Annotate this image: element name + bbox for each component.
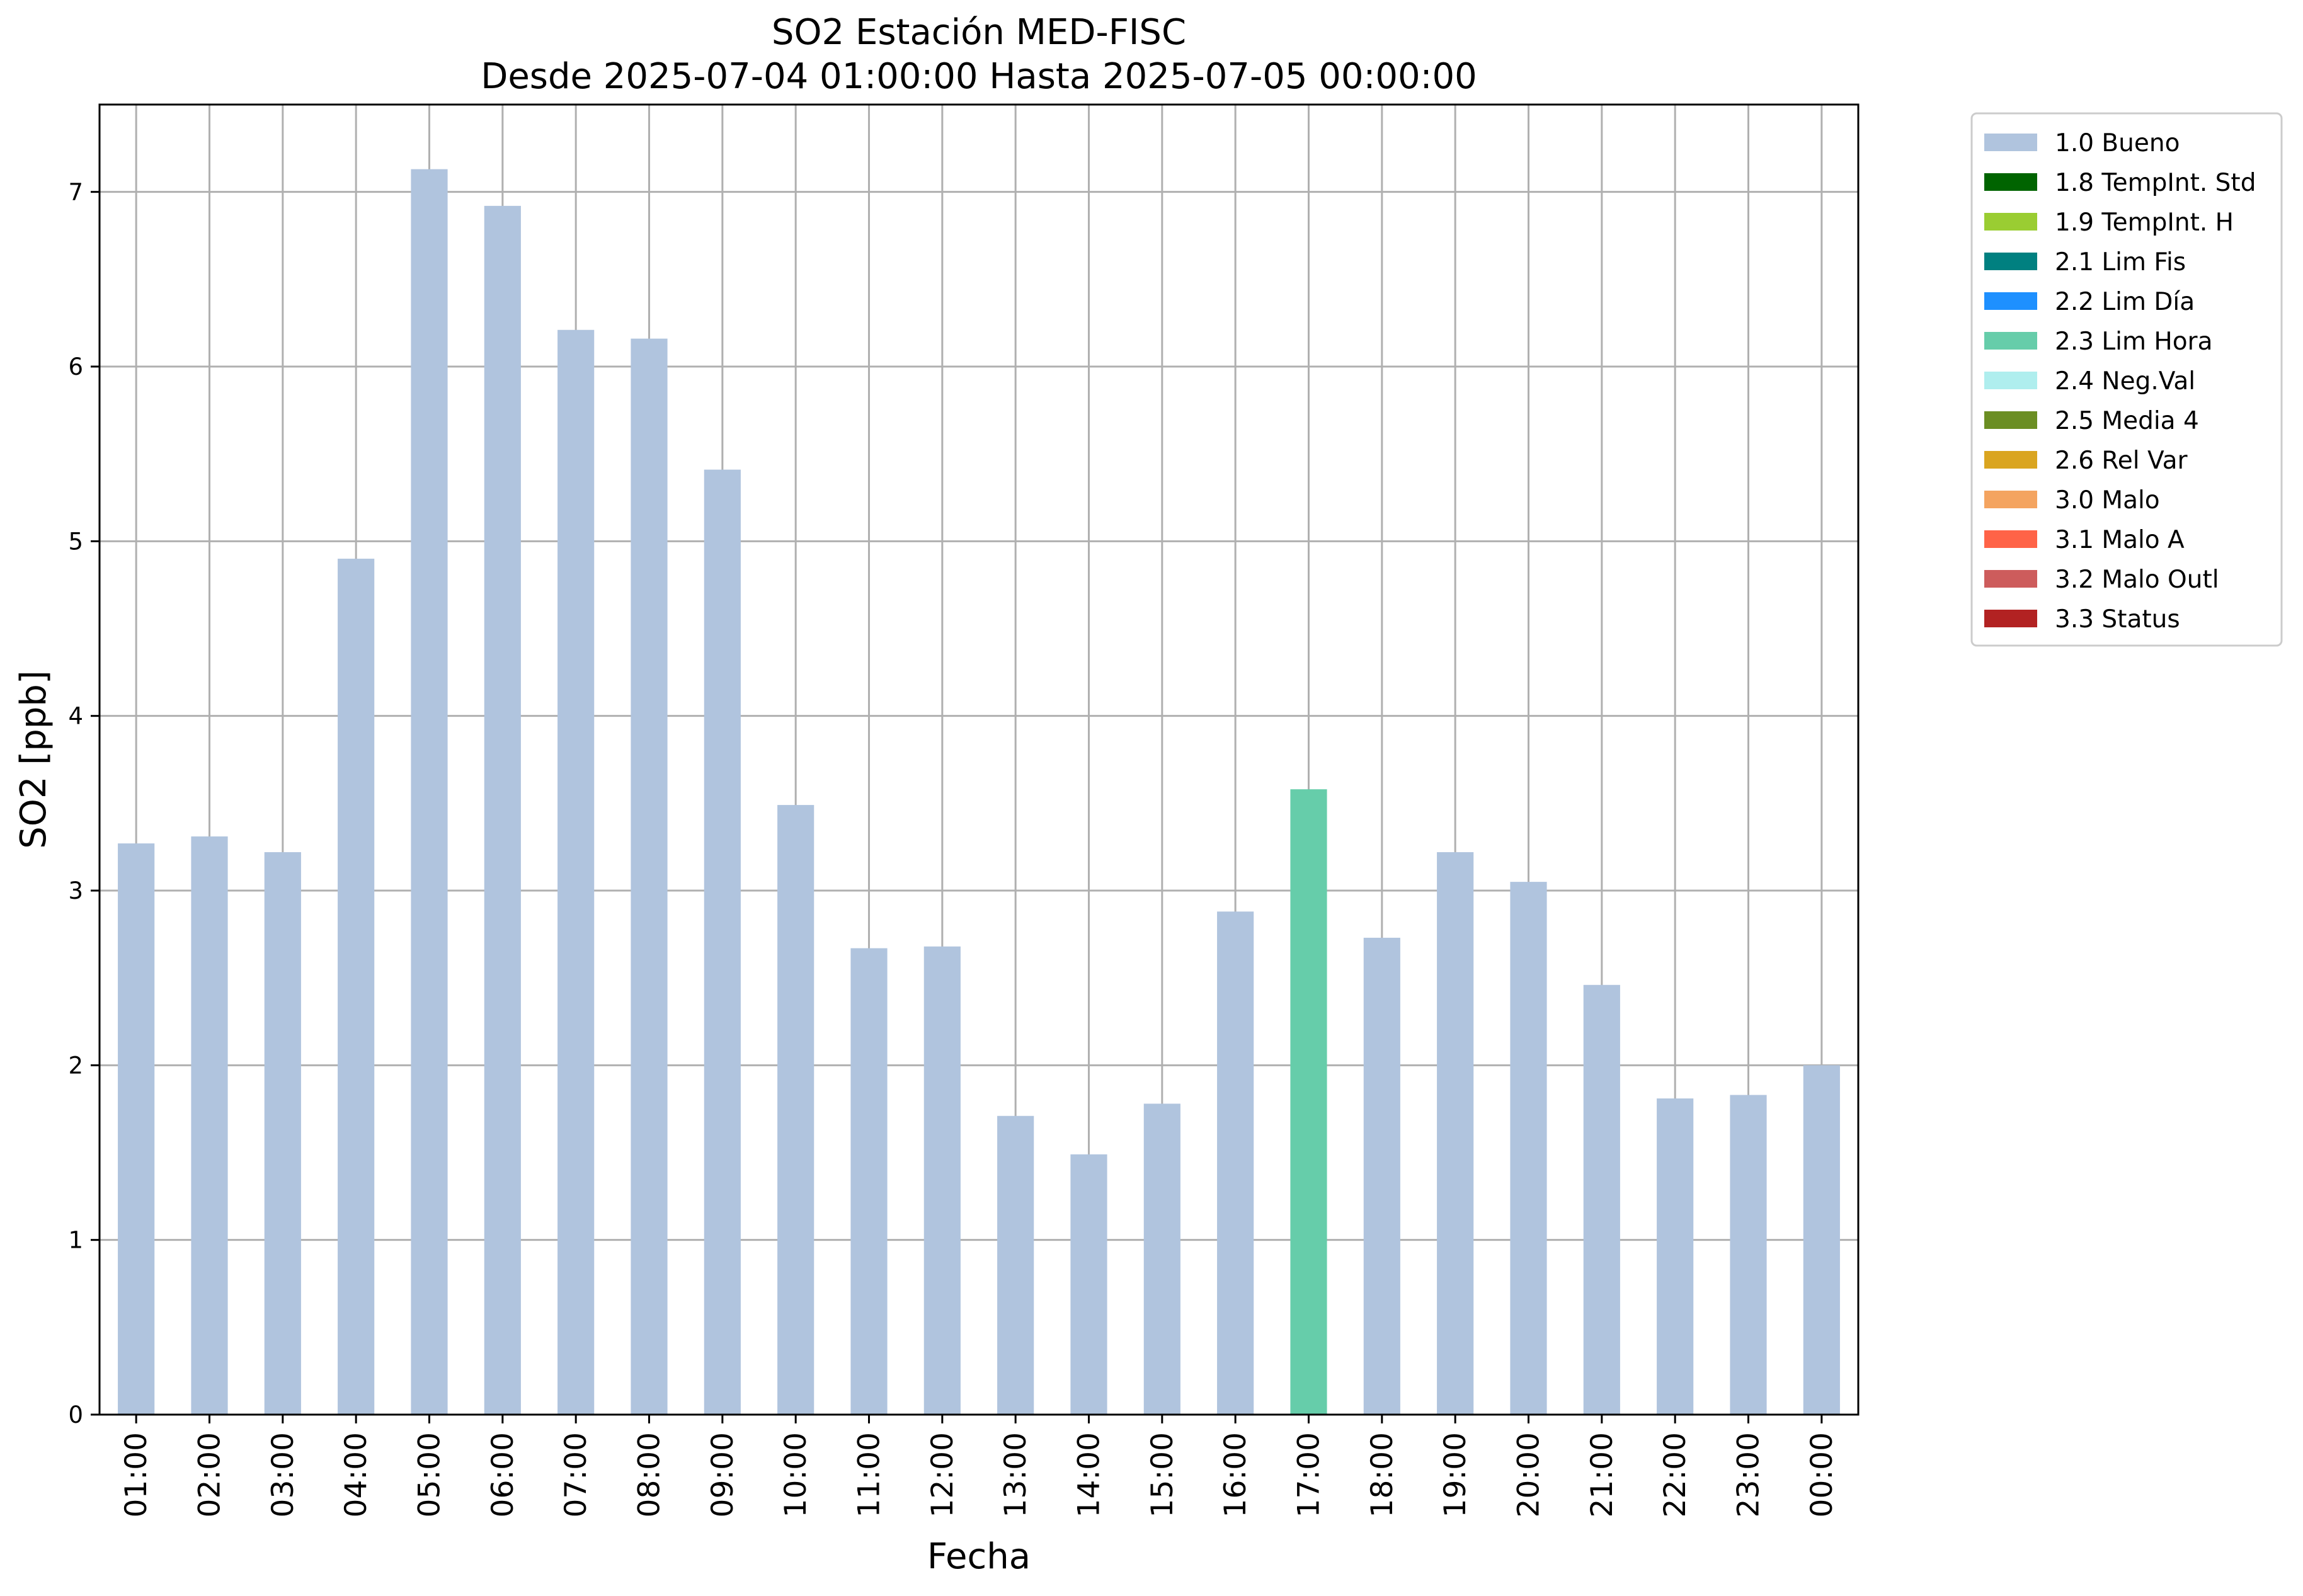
x-tick-label: 06:00 <box>486 1432 520 1517</box>
x-tick-label: 15:00 <box>1145 1432 1180 1517</box>
legend-label: 1.8 TempInt. Std <box>2055 169 2256 197</box>
legend-swatch <box>1984 213 2037 231</box>
axes: 0 1 2 3 4 5 6 7 01:00 02:00 03:00 04:00 05:00 06:00 07… <box>68 103 1860 1517</box>
legend-label: 2.1 Lim Fis <box>2055 248 2186 276</box>
bar-0100 <box>118 843 155 1415</box>
plot-frame <box>98 103 1860 1416</box>
chart-subtitle: Desde 2025-07-04 01:00:00 Hasta 2025-07-… <box>481 56 1477 97</box>
legend-swatch <box>1984 253 2037 270</box>
x-tick-label: 18:00 <box>1365 1432 1400 1517</box>
legend: 1.0 Bueno 1.8 TempInt. Std 1.9 TempInt. H 2… <box>1970 112 2283 647</box>
bar-1300 <box>997 1115 1034 1415</box>
legend-swatch <box>1984 332 2037 350</box>
bar-1100 <box>850 948 888 1415</box>
bar-1800 <box>1363 937 1400 1415</box>
bar-2200 <box>1657 1098 1694 1415</box>
bar-0400 <box>338 559 375 1415</box>
legend-label: 3.0 Malo <box>2055 486 2160 515</box>
x-tick-label: 23:00 <box>1732 1432 1766 1517</box>
legend-swatch <box>1984 173 2037 191</box>
legend-label: 3.3 Status <box>2055 605 2180 634</box>
x-tick-label: 05:00 <box>413 1432 447 1517</box>
x-tick-label: 22:00 <box>1658 1432 1693 1517</box>
y-tick-label: 1 <box>68 1227 83 1254</box>
y-tick-label: 4 <box>68 703 83 730</box>
x-tick-label: 14:00 <box>1072 1432 1107 1517</box>
x-tick-label: 08:00 <box>632 1432 667 1517</box>
bar-0500 <box>411 169 448 1415</box>
bar-2000 <box>1510 882 1547 1415</box>
legend-swatch <box>1984 292 2037 310</box>
x-tick-label: 12:00 <box>925 1432 960 1517</box>
x-tick-label: 02:00 <box>193 1432 227 1517</box>
x-tick-label: 13:00 <box>998 1432 1033 1517</box>
bar-1900 <box>1437 852 1474 1415</box>
legend-label: 1.0 Bueno <box>2055 129 2180 157</box>
y-tick-label: 0 <box>68 1401 83 1428</box>
bar-1600 <box>1217 911 1254 1415</box>
legend-label: 2.3 Lim Hora <box>2055 328 2213 356</box>
chart-title: SO2 Estación MED-FISC <box>772 12 1186 53</box>
legend-swatch <box>1984 372 2037 389</box>
legend-label: 3.2 Malo Outl <box>2055 566 2219 594</box>
y-tick-label: 3 <box>68 877 83 904</box>
legend-swatch <box>1984 411 2037 429</box>
y-tick-label: 2 <box>68 1052 83 1079</box>
x-tick-label: 11:00 <box>852 1432 887 1517</box>
x-tick-label: 00:00 <box>1805 1432 1839 1517</box>
bar-0300 <box>264 852 301 1415</box>
legend-box <box>1970 112 2283 647</box>
legend-swatch <box>1984 570 2037 588</box>
x-tick-label: 19:00 <box>1438 1432 1473 1517</box>
x-tick-label: 16:00 <box>1218 1432 1253 1517</box>
legend-label: 2.6 Rel Var <box>2055 447 2188 475</box>
bar-2300 <box>1730 1095 1767 1415</box>
bar-1400 <box>1070 1154 1107 1415</box>
bar-0700 <box>557 329 595 1415</box>
legend-label: 2.2 Lim Día <box>2055 288 2195 316</box>
x-tick-label: 09:00 <box>706 1432 740 1517</box>
bar-0000 <box>1803 1065 1840 1415</box>
bar-1200 <box>923 946 961 1415</box>
x-tick-label: 04:00 <box>339 1432 374 1517</box>
legend-label: 3.1 Malo A <box>2055 526 2185 554</box>
legend-swatch <box>1984 451 2037 469</box>
bar-0900 <box>704 469 741 1415</box>
legend-swatch <box>1984 491 2037 508</box>
bar-0600 <box>484 205 521 1415</box>
y-tick-label: 7 <box>68 179 83 206</box>
bar-1000 <box>777 805 814 1415</box>
x-tick-label: 21:00 <box>1585 1432 1620 1517</box>
x-tick-label: 01:00 <box>119 1432 154 1517</box>
bar-1700 <box>1290 789 1327 1415</box>
bar-0200 <box>191 836 228 1415</box>
legend-swatch <box>1984 610 2037 627</box>
bars <box>118 169 1840 1415</box>
y-tick-label: 5 <box>68 528 83 555</box>
x-tick-label: 17:00 <box>1292 1432 1327 1517</box>
x-tick-label: 10:00 <box>779 1432 813 1517</box>
x-tick-label: 03:00 <box>266 1432 300 1517</box>
y-tick-label: 6 <box>68 353 83 380</box>
x-axis-label: Fecha <box>927 1536 1031 1577</box>
bar-1500 <box>1143 1103 1180 1415</box>
legend-swatch <box>1984 134 2037 151</box>
legend-label: 1.9 TempInt. H <box>2055 208 2234 237</box>
legend-label: 2.4 Neg.Val <box>2055 367 2195 396</box>
bar-0800 <box>631 338 668 1415</box>
legend-swatch <box>1984 530 2037 548</box>
x-tick-label: 20:00 <box>1512 1432 1546 1517</box>
bar-2100 <box>1583 984 1620 1415</box>
legend-label: 2.5 Media 4 <box>2055 407 2199 435</box>
y-axis-label: SO2 [ppb] <box>13 670 54 848</box>
x-tick-label: 07:00 <box>559 1432 593 1517</box>
